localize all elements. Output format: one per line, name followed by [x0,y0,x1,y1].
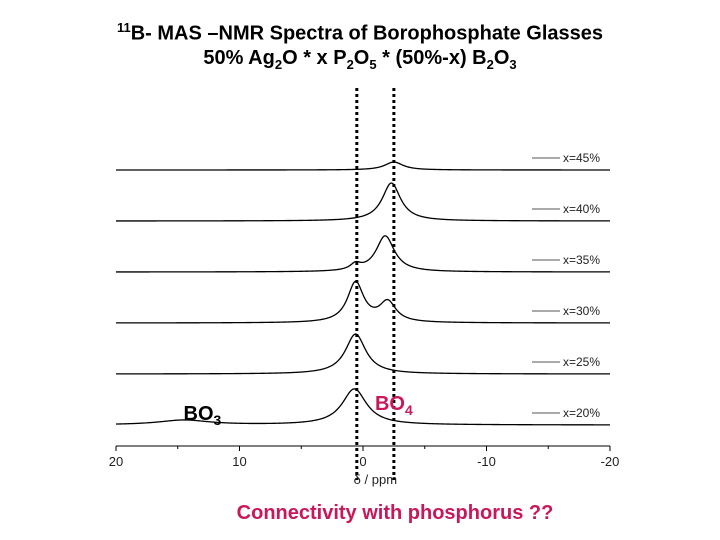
footer-text: Connectivity with phosphorus ?? [0,502,720,525]
legend-label: x=20% [563,406,600,420]
x-tick-label: -10 [477,454,496,469]
x-tick-label: 20 [109,454,123,469]
title-line2-part: 2 [274,57,283,72]
spectra-traces [115,161,610,426]
legend-label: x=30% [563,304,600,318]
legend-label: x=40% [563,202,600,216]
title-line2-part: 3 [509,57,517,72]
title-line2-part: 5 [369,57,377,72]
title-line2-part: 2 [486,57,494,72]
title-line2-part: * (50%-x) B [376,47,487,69]
chart-title-line2: 50% Ag2O * x P2O5 * (50%-x) B2O3 [0,47,720,72]
x-tick-label: -20 [601,454,620,469]
legend-label: x=45% [563,151,600,165]
x-axis: 20 10 0 -10 -20 δ / ppm [109,445,620,487]
x-tick-label: 10 [232,454,246,469]
title-line2-part: O [353,47,370,69]
chart-title-line1: 11B- MAS –NMR Spectra of Borophosphate G… [30,20,690,46]
spectrum-trace [116,161,610,171]
annotation-label: BO3 [184,403,222,428]
spectrum-trace [116,235,610,273]
legend-label: x=35% [563,253,600,267]
annotations: BO3 BO4 [184,393,413,428]
title-superscript: 11 [116,20,131,35]
reference-lines [355,88,396,480]
x-axis-label: δ / ppm [354,472,397,487]
spectrum-trace [115,388,610,426]
title-line2-part: O [493,47,510,69]
title-line2-part: O * x P [282,47,347,69]
spectrum-trace [115,280,610,324]
title-line2-part: 50% Ag [203,47,275,69]
spectrum-trace [116,333,610,375]
title-line1-text: B- MAS –NMR Spectra of Borophosphate Gla… [130,22,604,45]
x-tick-label: 0 [359,454,366,469]
legend-label: x=25% [563,355,600,369]
footer-label: Connectivity with phosphorus ?? [236,502,554,524]
annotation-label: BO4 [375,393,413,418]
title-line2-part: 2 [346,57,354,72]
legend: x=45% x=40% x=35% x=30% x=25% x=20% [532,151,600,420]
spectrum-trace [116,182,610,222]
